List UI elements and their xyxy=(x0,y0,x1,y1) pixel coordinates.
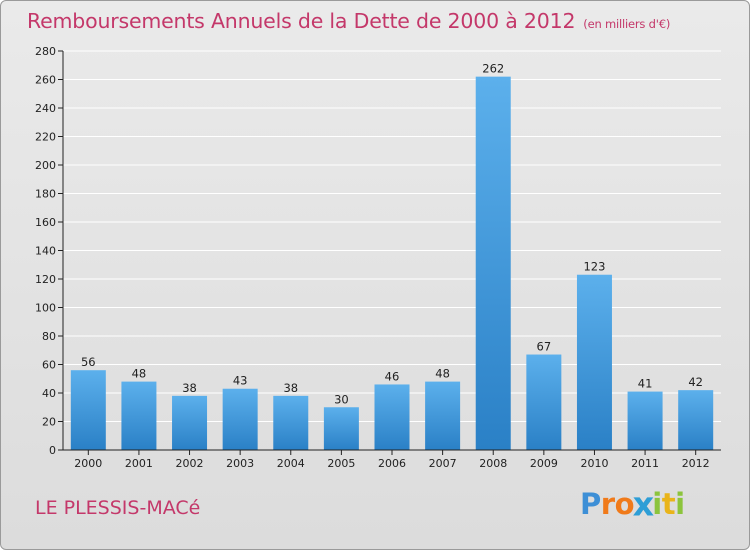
x-tick-label: 2009 xyxy=(530,457,558,470)
x-tick-label: 2000 xyxy=(74,457,102,470)
logo-letter: i xyxy=(652,487,662,521)
x-tick-label: 2001 xyxy=(125,457,153,470)
data-label-2003: 43 xyxy=(233,374,248,388)
axes xyxy=(58,50,721,455)
x-tick-label: 2010 xyxy=(580,457,608,470)
x-tick-label: 2006 xyxy=(378,457,406,470)
chart-title-text: Remboursements Annuels de la Dette de 20… xyxy=(27,9,576,33)
commune-name: LE PLESSIS-MACé xyxy=(35,497,201,519)
data-label-2007: 48 xyxy=(435,367,450,381)
data-label-2008: 262 xyxy=(482,62,504,76)
y-tick-label: 100 xyxy=(35,302,56,315)
x-tick-label: 2007 xyxy=(429,457,457,470)
logo-letter: r xyxy=(600,487,615,521)
y-tick-label: 140 xyxy=(35,245,56,258)
bar-2009 xyxy=(526,354,562,450)
x-tick-label: 2005 xyxy=(327,457,355,470)
y-tick-label: 260 xyxy=(35,74,56,87)
y-tick-label: 80 xyxy=(42,330,56,343)
bar-2005 xyxy=(323,407,359,450)
y-tick-label: 20 xyxy=(42,416,56,429)
y-tick-label: 120 xyxy=(35,273,56,286)
bar-2004 xyxy=(273,395,309,450)
grid-lines xyxy=(63,50,721,422)
x-tick-label: 2008 xyxy=(479,457,507,470)
logo-letter: x xyxy=(632,484,655,524)
bar-2010 xyxy=(576,274,612,450)
data-label-2011: 41 xyxy=(638,377,653,391)
x-tick-label: 2011 xyxy=(631,457,659,470)
y-tick-label: 280 xyxy=(35,45,56,58)
data-label-2009: 67 xyxy=(537,340,552,354)
data-label-2001: 48 xyxy=(132,367,147,381)
bar-2003 xyxy=(222,388,258,450)
bar-2007 xyxy=(425,381,461,450)
y-tick-label: 0 xyxy=(49,444,56,457)
y-tick-label: 160 xyxy=(35,216,56,229)
logo-letter: P xyxy=(580,487,601,521)
y-tick-label: 180 xyxy=(35,188,56,201)
x-tick-label: 2004 xyxy=(277,457,305,470)
bar-2000 xyxy=(70,370,106,450)
y-tick-label: 240 xyxy=(35,102,56,115)
data-label-2010: 123 xyxy=(583,260,605,274)
y-tick-label: 60 xyxy=(42,359,56,372)
logo-letter: i xyxy=(675,487,685,521)
logo-letter: o xyxy=(614,487,635,521)
x-tick-label: 2002 xyxy=(176,457,204,470)
proxiti-logo: Proxiti xyxy=(580,484,685,524)
y-tick-label: 40 xyxy=(42,387,56,400)
bar-2011 xyxy=(627,391,663,450)
data-label-2006: 46 xyxy=(385,369,400,383)
logo-letter: t xyxy=(661,487,676,521)
bar-2006 xyxy=(374,384,410,450)
data-label-2012: 42 xyxy=(688,375,703,389)
data-label-2004: 38 xyxy=(283,381,298,395)
chart-title: Remboursements Annuels de la Dette de 20… xyxy=(27,9,670,33)
bar-2008 xyxy=(475,76,511,451)
bar-2001 xyxy=(121,381,157,450)
labels: 0 20 40 60 80 100 120 140 160 180 200 220 240 260 280 2… xyxy=(35,45,710,470)
data-label-2005: 30 xyxy=(334,392,349,406)
data-label-2000: 56 xyxy=(81,355,96,369)
bar-2012 xyxy=(678,390,714,450)
unit-note: (en milliers d'€) xyxy=(583,17,671,31)
x-tick-label: 2003 xyxy=(226,457,254,470)
x-tick-label: 2012 xyxy=(682,457,710,470)
bars xyxy=(70,76,714,451)
y-tick-label: 200 xyxy=(35,159,56,172)
bar-2002 xyxy=(172,395,208,450)
data-label-2002: 38 xyxy=(182,381,197,395)
y-tick-label: 220 xyxy=(35,131,56,144)
